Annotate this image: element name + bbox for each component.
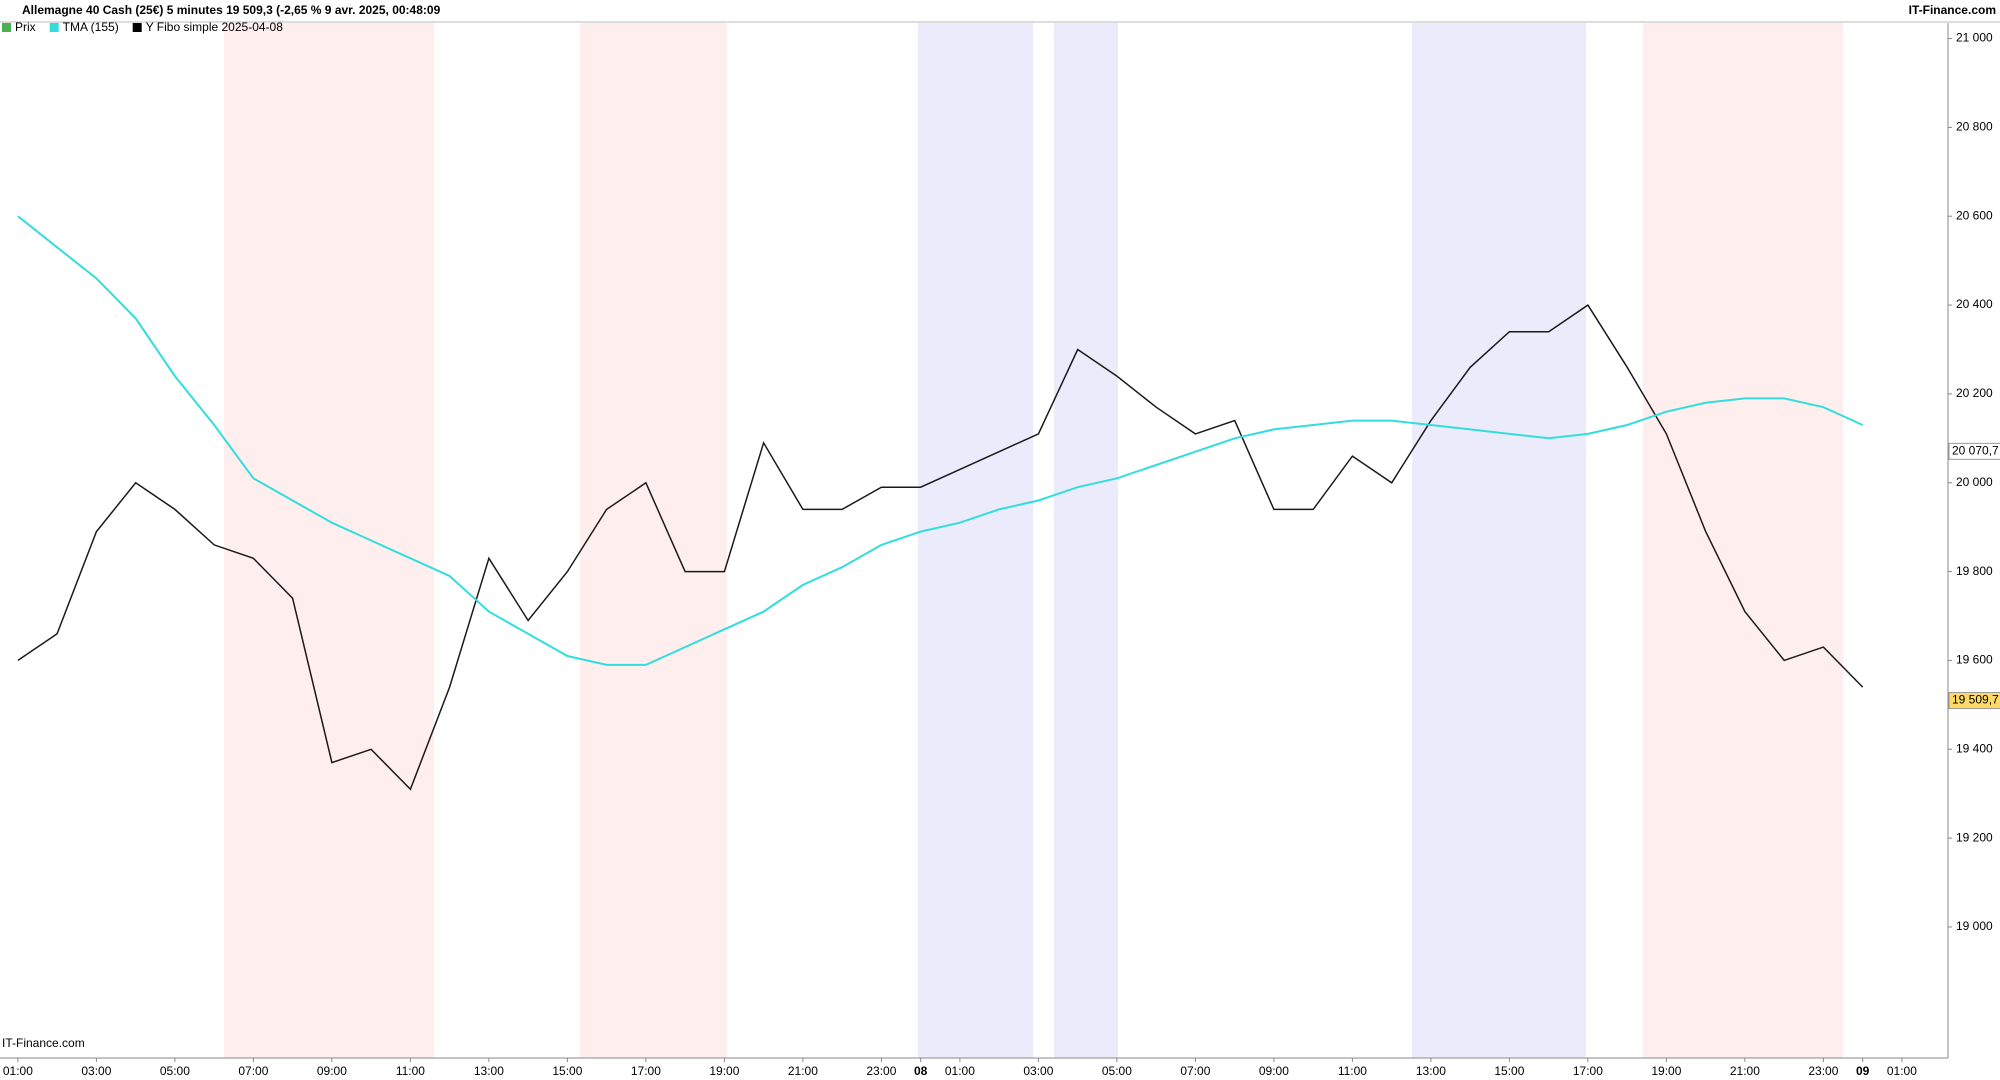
band — [224, 23, 434, 1058]
x-tick-label: 13:00 — [1416, 1064, 1446, 1078]
last-value-label: 20 070,7 — [1952, 444, 1999, 458]
y-tick-label: 19 200 — [1956, 830, 1993, 844]
x-tick-label: 11:00 — [1338, 1064, 1367, 1078]
x-tick-label: 21:00 — [1730, 1064, 1760, 1078]
series-line — [17, 215, 1864, 666]
x-tick-label: 01:00 — [945, 1064, 975, 1078]
y-tick-label: 20 800 — [1956, 120, 1993, 134]
y-tick-label: 19 000 — [1956, 919, 1993, 933]
x-tick-label: 07:00 — [1180, 1064, 1210, 1078]
series-line — [17, 304, 1864, 791]
x-tick-label: 23:00 — [1808, 1064, 1838, 1078]
source: IT-Finance.com — [1909, 3, 1996, 17]
chart-title: Allemagne 40 Cash (25€) 5 minutes 19 509… — [22, 3, 441, 17]
x-tick-label: 13:00 — [474, 1064, 504, 1078]
legend-swatch — [49, 23, 59, 32]
x-tick-label: 01:00 — [3, 1064, 33, 1078]
x-tick-label: 15:00 — [552, 1064, 582, 1078]
legend: Prix TMA (155) Y Fibo simple 2025-04-08 — [2, 20, 283, 34]
legend-swatch — [2, 23, 11, 32]
band — [1643, 23, 1843, 1058]
x-tick-label: 17:00 — [1573, 1064, 1603, 1078]
x-tick-label: 23:00 — [866, 1064, 896, 1078]
last-value-box — [1948, 442, 2000, 460]
x-tick-label: 09:00 — [317, 1064, 347, 1078]
last-value-label: 19 509,7 — [1952, 693, 1999, 707]
x-tick-label: 08 — [914, 1064, 928, 1078]
y-tick-label: 20 000 — [1956, 475, 1993, 489]
y-tick-label: 20 200 — [1956, 386, 1993, 400]
y-tick-label: 20 400 — [1956, 297, 1993, 311]
band — [1054, 23, 1118, 1058]
y-tick-label: 20 600 — [1956, 208, 1993, 222]
x-tick-label: 03:00 — [81, 1064, 111, 1078]
last-value-box — [1948, 692, 2000, 710]
x-tick-label: 15:00 — [1494, 1064, 1524, 1078]
legend-label: TMA (155) — [63, 20, 119, 34]
x-tick-label: 01:00 — [1887, 1064, 1917, 1078]
x-tick-label: 07:00 — [238, 1064, 268, 1078]
band — [918, 23, 1033, 1058]
x-tick-label: 21:00 — [788, 1064, 818, 1078]
x-tick-label: 17:00 — [631, 1064, 661, 1078]
x-tick-label: 05:00 — [160, 1064, 190, 1078]
legend-label: Prix — [15, 20, 36, 34]
band — [580, 23, 727, 1058]
x-tick-label: 09 — [1856, 1064, 1870, 1078]
watermark: IT-Finance.com — [2, 1036, 85, 1050]
y-tick-label: 19 800 — [1956, 564, 1993, 578]
x-tick-label: 11:00 — [396, 1064, 425, 1078]
x-tick-label: 19:00 — [1651, 1064, 1681, 1078]
legend-swatch — [132, 23, 142, 32]
session-bands — [224, 23, 1843, 1058]
band — [1412, 23, 1586, 1058]
x-tick-label: 09:00 — [1259, 1064, 1289, 1078]
x-tick-label: 19:00 — [709, 1064, 739, 1078]
legend-label: Y Fibo simple 2025-04-08 — [146, 20, 284, 34]
x-tick-label: 03:00 — [1023, 1064, 1053, 1078]
y-tick-label: 21 000 — [1956, 31, 1993, 45]
y-tick-label: 19 400 — [1956, 741, 1993, 755]
y-tick-label: 19 600 — [1956, 653, 1993, 667]
x-tick-label: 05:00 — [1102, 1064, 1132, 1078]
